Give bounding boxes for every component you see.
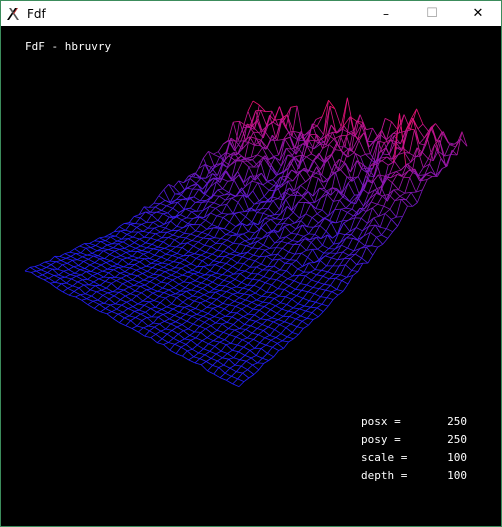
hud-value: 100 (447, 451, 467, 464)
hud-value: 100 (447, 469, 467, 482)
window-controls: – ☐ ✕ (363, 1, 501, 26)
maximize-button[interactable]: ☐ (409, 1, 455, 26)
close-icon: ✕ (472, 6, 484, 21)
render-canvas[interactable]: FdF - hbruvry posx = 250 posy = 250 scale = 1… (1, 26, 501, 526)
hud-value: 250 (447, 415, 467, 428)
hud-row: scale = 100 (361, 451, 467, 469)
close-button[interactable]: ✕ (455, 1, 501, 26)
hud-row: posx = 250 (361, 415, 467, 433)
hud-label: posy = (361, 433, 401, 446)
title-bar[interactable]: Fdf – ☐ ✕ (1, 1, 501, 26)
x-logo-icon (5, 6, 21, 22)
maximize-icon: ☐ (426, 6, 438, 21)
hud-row: posy = 250 (361, 433, 467, 451)
hud-label: depth = (361, 469, 408, 482)
wireframe-mesh (24, 97, 468, 387)
overlay-title: FdF - hbruvry (25, 40, 112, 53)
window-title: Fdf (27, 6, 46, 21)
minimize-icon: – (383, 6, 389, 21)
hud-row: depth = 100 (361, 469, 467, 487)
minimize-button[interactable]: – (363, 1, 409, 26)
hud-value: 250 (447, 433, 467, 446)
hud-panel: posx = 250 posy = 250 scale = 100 depth = 100 (361, 415, 467, 487)
hud-label: posx = (361, 415, 401, 428)
hud-label: scale = (361, 451, 408, 464)
